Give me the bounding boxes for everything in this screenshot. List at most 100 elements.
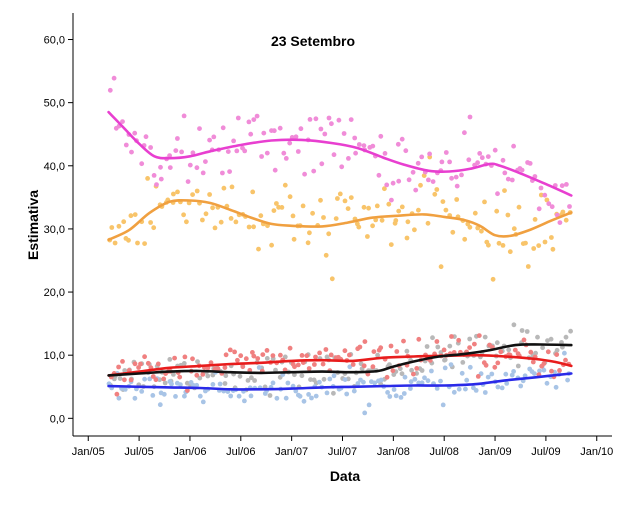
data-point-blue [194,382,200,388]
data-point-blue [429,368,434,374]
data-point-pink [225,149,231,155]
data-point-red [521,337,527,343]
data-point-red [287,345,293,351]
data-point-pink [492,147,498,153]
data-point-blue [398,395,404,400]
data-point-pink [259,154,264,159]
data-point-pink [382,151,388,156]
data-point-pink [318,126,324,132]
data-point-red [114,391,120,397]
data-point-blue [313,393,319,399]
data-point-pink [175,136,180,141]
data-point-red [434,339,440,344]
data-point-red [394,349,400,354]
data-point-orange [116,223,122,229]
y-tick-label: 60,0 [44,35,65,47]
data-point-orange [379,217,385,223]
data-point-pink [511,143,516,149]
data-point-red [200,372,206,377]
data-point-orange [132,212,138,218]
data-point-red [177,374,183,380]
data-point-pink [538,185,544,191]
y-axis-ticks: 0,0 10,0 20,0 30,0 40,0 50,0 60,0 [44,35,73,425]
data-point-blue [387,394,393,399]
data-point-blue [442,365,448,371]
data-point-orange [393,218,399,223]
data-point-blue [422,375,427,381]
data-point-pink [227,169,233,175]
data-point-blue [324,390,330,396]
data-point-black [222,381,228,386]
data-point-orange [467,224,473,230]
data-point-black [519,328,525,333]
data-point-black [568,328,573,334]
data-point-pink [271,128,277,134]
data-point-blue [448,362,454,367]
data-point-blue [331,373,337,379]
data-point-orange [210,205,216,211]
y-axis-title: Estimativa [25,190,41,260]
data-point-red [476,333,482,338]
data-point-pink [298,126,304,132]
data-point-orange [374,203,380,209]
data-point-orange [361,204,367,210]
data-point-blue [270,380,276,386]
data-point-pink [527,161,533,166]
data-point-black [181,361,187,366]
data-point-orange [443,207,449,213]
data-point-red [388,343,394,349]
data-point-blue [544,380,550,386]
data-point-orange [318,197,323,203]
x-tick-label: Jan/07 [275,446,308,458]
data-point-black [409,367,414,373]
data-point-black [524,329,530,334]
data-point-blue [361,379,366,385]
data-point-red [492,364,498,370]
data-point-pink [341,131,347,136]
data-point-blue [440,402,446,408]
data-point-black [264,356,270,361]
data-point-orange [388,242,394,248]
data-point-red [498,349,504,355]
data-point-orange [563,217,569,223]
data-point-red [347,352,352,358]
data-point-black [482,334,488,340]
data-point-pink [167,165,173,171]
data-point-orange [542,239,548,245]
data-point-red [255,356,261,361]
data-point-orange [307,230,312,236]
data-point-black [171,372,176,377]
data-point-red [155,361,161,367]
data-point-pink [426,177,431,183]
data-point-pink [283,156,289,161]
data-point-black [195,359,200,364]
data-point-black [375,352,380,358]
data-point-red [153,377,159,383]
data-point-red [350,362,356,367]
data-point-red [416,336,422,342]
data-point-red [449,334,454,339]
trend-line-orange [107,198,573,241]
data-point-red [264,348,270,353]
data-point-pink [181,113,187,119]
data-point-orange [290,213,296,219]
data-point-red [232,349,238,355]
data-point-blue [464,377,470,383]
data-point-pink [509,177,515,183]
data-point-blue [147,376,153,382]
data-point-blue [504,381,510,386]
data-point-blue [248,393,254,399]
data-point-orange [550,246,556,252]
data-point-pink [466,157,472,163]
x-tick-label: Jan/06 [173,446,206,458]
data-point-black [252,378,257,383]
data-point-orange [175,189,180,195]
data-point-blue [489,371,495,377]
data-point-pink [158,164,163,170]
data-point-pink [403,148,409,154]
data-point-blue [236,393,242,399]
data-point-orange [396,208,402,214]
data-point-blue [408,386,413,391]
data-point-pink [479,155,485,161]
data-point-pink [264,150,270,156]
